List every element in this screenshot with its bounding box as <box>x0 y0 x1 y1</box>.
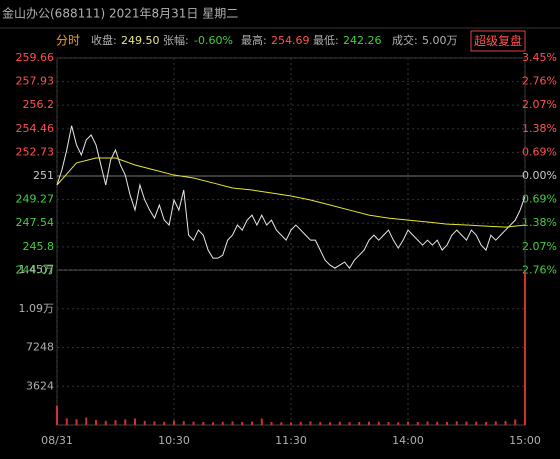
volume-bar <box>455 421 458 425</box>
volume-bar <box>260 418 263 425</box>
high-label: 最高: <box>241 33 267 47</box>
volume-bar <box>104 420 107 425</box>
volume-bar <box>377 421 380 425</box>
y-tick-label: 244.07 <box>16 263 55 276</box>
replay-button[interactable] <box>470 30 526 52</box>
volume-bar <box>251 421 253 425</box>
volume-tick-label: 1.09万 <box>19 302 55 315</box>
volume-bar <box>446 422 448 425</box>
y2-tick-label: 2.07% <box>522 98 557 111</box>
volume-bar <box>75 419 78 425</box>
volume-bar <box>65 418 68 425</box>
volume-bar <box>329 422 331 425</box>
volume-bar <box>494 421 497 425</box>
x-tick-label: 11:30 <box>275 434 307 447</box>
y-tick-label: 247.54 <box>16 216 55 229</box>
volume-bar <box>358 421 361 425</box>
close-label: 收盘: <box>91 33 117 47</box>
y2-tick-label: 2.76% <box>522 75 557 88</box>
volume-bar <box>153 421 156 425</box>
y-tick-label: 249.27 <box>16 193 55 206</box>
volume-bar <box>319 422 322 425</box>
header-title: 金山办公(688111) 2021年8月31日 星期二 <box>2 6 238 21</box>
volume-bar <box>436 421 439 425</box>
volume-bar <box>465 421 468 425</box>
volume-bar <box>416 421 419 425</box>
volume-bar <box>182 421 185 425</box>
y2-tick-label: 2.07% <box>522 240 557 253</box>
x-tick-label: 15:00 <box>509 434 541 447</box>
volume-bar <box>299 421 302 425</box>
y-tick-label: 257.93 <box>16 75 55 88</box>
volume-bar <box>56 405 58 425</box>
volume-bar <box>514 419 517 425</box>
volume-bar <box>504 420 507 425</box>
low-value: 242.26 <box>343 34 382 47</box>
y2-tick-label: 0.00% <box>522 169 557 182</box>
volume-bar <box>475 421 478 425</box>
volume-label: 成交: <box>392 33 418 47</box>
volume-bar <box>270 422 273 425</box>
volume-bar <box>397 422 400 425</box>
volume-bar <box>407 421 409 425</box>
volume-tick-label: 7248 <box>26 341 54 354</box>
volume-tick-label: 1.45万 <box>19 263 55 276</box>
price-line <box>56 125 526 269</box>
volume-bar <box>485 421 487 425</box>
volume-bar <box>212 422 214 425</box>
high-value: 254.69 <box>271 34 310 47</box>
replay-button-label[interactable]: 超级复盘 <box>474 33 522 48</box>
volume-bar <box>202 422 205 425</box>
change-value: -0.60% <box>194 34 233 47</box>
mode-label: 分时 <box>56 34 80 48</box>
volume-bar <box>348 422 351 425</box>
volume-bar <box>280 422 283 425</box>
y2-tick-label: 1.38% <box>522 216 557 229</box>
volume-bar <box>309 421 312 425</box>
volume-bar <box>368 421 370 425</box>
volume-bar <box>524 272 526 425</box>
volume-bar <box>134 418 136 425</box>
y2-tick-label: 0.69% <box>522 193 557 206</box>
volume-bar <box>143 420 146 425</box>
close-value: 249.50 <box>121 34 160 47</box>
y-tick-label: 252.73 <box>16 145 55 158</box>
volume-bar <box>338 421 341 425</box>
price-line <box>56 157 526 228</box>
volume-bar <box>221 421 224 425</box>
y-tick-label: 245.8 <box>23 240 55 253</box>
x-tick-label: 08/31 <box>41 434 73 447</box>
y2-tick-label: 2.76% <box>522 263 557 276</box>
volume-bar <box>124 419 127 425</box>
y-tick-label: 259.66 <box>16 51 55 64</box>
y2-tick-label: 1.38% <box>522 122 557 135</box>
volume-bar <box>426 421 429 425</box>
y-tick-label: 256.2 <box>23 98 55 111</box>
volume-bar <box>173 420 175 425</box>
y2-tick-label: 3.45% <box>522 51 557 64</box>
volume-bar <box>290 422 292 425</box>
y2-tick-label: 0.69% <box>522 145 557 158</box>
volume-bar <box>387 422 390 425</box>
y-tick-label: 254.46 <box>16 122 55 135</box>
volume-bar <box>231 421 234 425</box>
x-tick-label: 10:30 <box>158 434 190 447</box>
volume-bar <box>95 419 97 425</box>
y-tick-label: 251 <box>33 169 54 182</box>
volume-bar <box>192 421 195 425</box>
volume-bar <box>85 417 88 425</box>
volume-tick-label: 3624 <box>26 379 54 392</box>
change-label: 张幅: <box>163 34 189 47</box>
volume-value: 5.00万 <box>422 34 458 47</box>
x-tick-label: 14:00 <box>392 434 424 447</box>
volume-bar <box>114 420 117 425</box>
volume-bar <box>163 421 166 425</box>
low-label: 最低: <box>313 34 339 47</box>
volume-bar <box>241 421 244 425</box>
